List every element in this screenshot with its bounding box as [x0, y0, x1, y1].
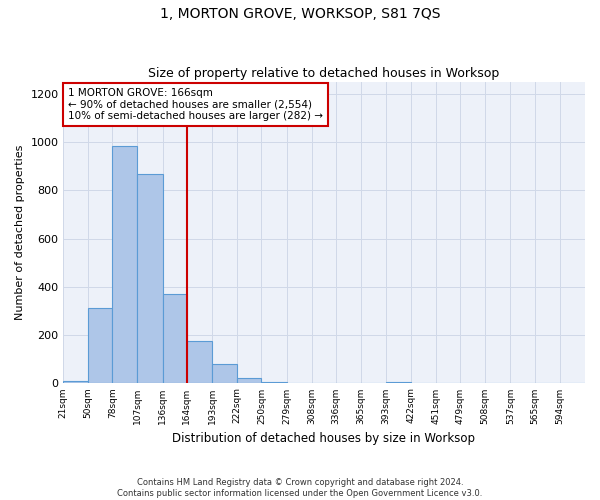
Bar [386, 382, 410, 383]
Bar [112, 146, 137, 383]
Text: 1 MORTON GROVE: 166sqm
← 90% of detached houses are smaller (2,554)
10% of semi-: 1 MORTON GROVE: 166sqm ← 90% of detached… [68, 88, 323, 122]
Text: 1, MORTON GROVE, WORKSOP, S81 7QS: 1, MORTON GROVE, WORKSOP, S81 7QS [160, 8, 440, 22]
Bar [262, 382, 287, 383]
X-axis label: Distribution of detached houses by size in Worksop: Distribution of detached houses by size … [172, 432, 475, 445]
Title: Size of property relative to detached houses in Worksop: Size of property relative to detached ho… [148, 66, 500, 80]
Bar [187, 341, 212, 383]
Bar [163, 294, 187, 383]
Bar [212, 364, 237, 383]
Text: Contains HM Land Registry data © Crown copyright and database right 2024.
Contai: Contains HM Land Registry data © Crown c… [118, 478, 482, 498]
Bar [88, 308, 112, 383]
Bar [237, 378, 262, 383]
Bar [137, 174, 163, 383]
Bar [63, 380, 88, 383]
Y-axis label: Number of detached properties: Number of detached properties [15, 145, 25, 320]
